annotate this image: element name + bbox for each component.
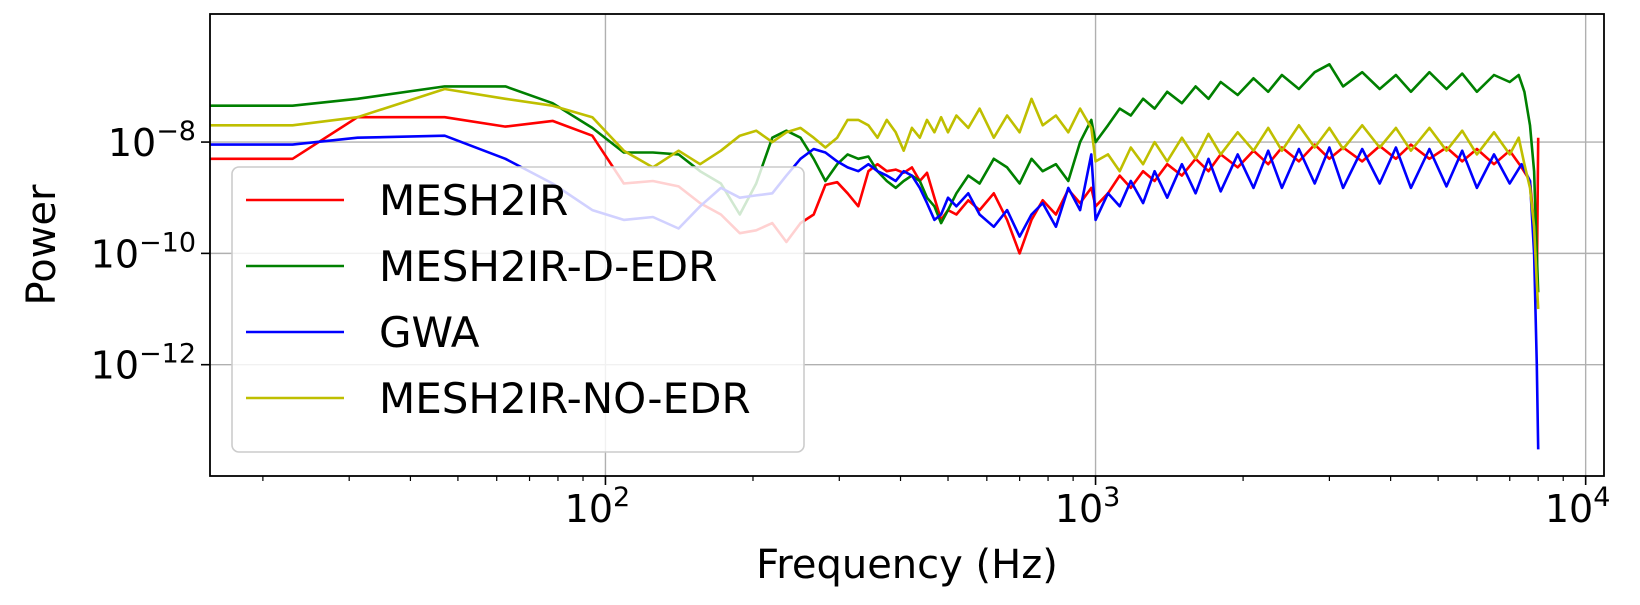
legend: MESH2IR MESH2IR-D-EDR GWA MESH2IR-NO-EDR [231, 166, 805, 453]
x-tick-label: 103 [1055, 482, 1121, 531]
x-tick-base: 10 [565, 487, 613, 531]
legend-box [231, 166, 805, 453]
y-tick-base: 10 [91, 344, 139, 388]
x-axis-ticks: 102 103 104 [262, 476, 1611, 531]
x-tick-exponent: 2 [613, 482, 630, 513]
x-axis-label: Frequency (Hz) [756, 542, 1058, 588]
y-tick-exponent: −8 [156, 116, 196, 147]
y-tick-base: 10 [108, 121, 156, 165]
legend-label: MESH2IR-NO-EDR [379, 374, 751, 423]
x-tick-base: 10 [1545, 487, 1593, 531]
y-axis-label: Power [19, 184, 65, 305]
y-tick-label: 10−10 [91, 227, 196, 276]
x-tick-exponent: 4 [1593, 482, 1610, 513]
y-tick-label: 10−12 [91, 339, 196, 388]
x-tick-base: 10 [1055, 487, 1103, 531]
x-tick-label: 102 [565, 482, 631, 531]
legend-label: GWA [379, 308, 480, 357]
x-tick-label: 104 [1545, 482, 1611, 531]
y-tick-label: 10−8 [108, 116, 196, 165]
y-tick-exponent: −10 [139, 227, 196, 258]
x-tick-exponent: 3 [1103, 482, 1120, 513]
legend-label: MESH2IR [379, 176, 568, 225]
y-tick-base: 10 [91, 232, 139, 276]
series-line-4 [210, 87, 1540, 310]
legend-label: MESH2IR-D-EDR [379, 242, 717, 291]
plot-frame [209, 13, 1605, 477]
y-tick-exponent: −12 [139, 339, 196, 370]
